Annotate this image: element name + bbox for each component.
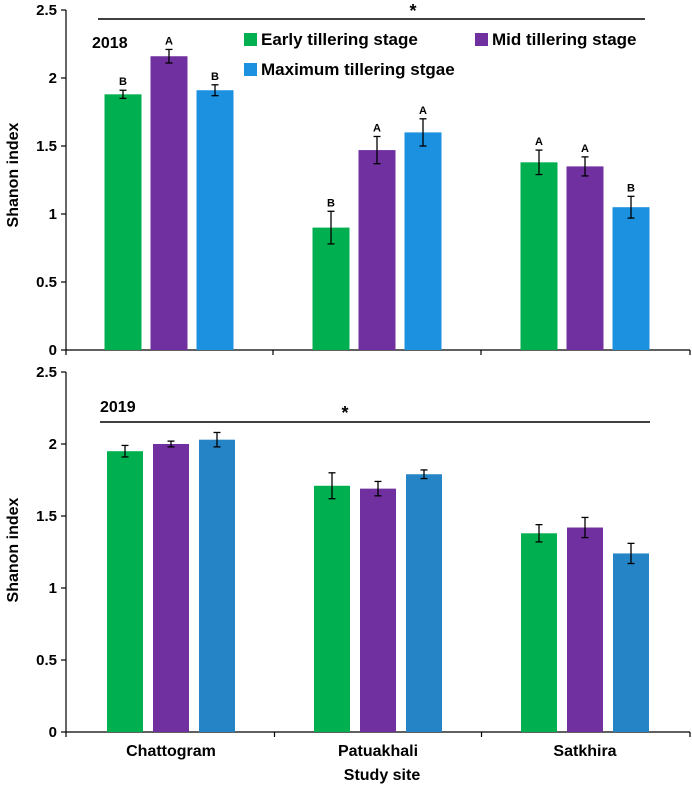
legend-label-max: Maximum tillering stgae — [261, 60, 455, 79]
panel-2019-year-label: 2019 — [100, 399, 136, 416]
panel-2019-y-tick-label: 0 — [49, 724, 57, 741]
panel-2019-y-tick-label: 0.5 — [36, 652, 57, 669]
panel-2019-bar — [153, 444, 189, 732]
panel-2018-significance-letter: A — [581, 143, 589, 155]
panel-2019-y-tick-label: 1.5 — [36, 508, 57, 525]
panel-2019-y-tick-label: 2.5 — [36, 364, 57, 381]
panel-2019-significance-marker: * — [341, 403, 348, 423]
panel-2018-bar — [520, 162, 558, 350]
panel-2018-bar — [104, 94, 142, 350]
panel-2019-bar — [521, 533, 557, 732]
panel-2018-y-tick-label: 2 — [49, 70, 57, 87]
panel-2018-significance-letter: A — [373, 122, 381, 134]
panel-2018-bar — [404, 132, 442, 350]
panel-2018-significance-letter: A — [165, 35, 173, 47]
legend-swatch-mid — [475, 33, 488, 46]
chart-marks: 0 0.5 1 1.5 2 2.5 B B A A A A B A B 0 0.5 1 1.5 2 2.5 Chattog… — [36, 2, 691, 760]
legend: Early tillering stage Mid tillering stag… — [244, 30, 637, 79]
x-category-label: Satkhira — [553, 743, 616, 760]
panel-2019-bar — [567, 527, 603, 732]
panel-2018-significance-letter: B — [627, 182, 635, 194]
panel-2019-bar — [613, 553, 649, 732]
legend-label-mid: Mid tillering stage — [492, 30, 637, 49]
panel-2018-bar — [312, 227, 350, 350]
panel-2018-bar — [612, 207, 650, 350]
panel-2018-y-tick-label: 2.5 — [36, 2, 57, 19]
panel-2018-significance-letter: B — [327, 197, 335, 209]
panel-2019-bar — [199, 439, 235, 732]
x-category-label: Chattogram — [126, 743, 216, 760]
panel-2018-y-tick-label: 1 — [49, 206, 57, 223]
legend-swatch-max — [244, 63, 257, 76]
panel-2018-significance-letter: B — [211, 71, 219, 83]
panel-2018-y-tick-label: 1.5 — [36, 138, 57, 155]
panel-2018-y-tick-label: 0 — [49, 342, 57, 359]
panel-2019-y-axis-title: Shanon index — [5, 497, 22, 602]
panel-2019-bar — [107, 451, 143, 732]
x-axis-title: Study site — [344, 767, 421, 784]
panel-2019-y-tick-label: 2 — [49, 436, 57, 453]
x-category-label: Patuakhali — [338, 743, 418, 760]
panel-2018-y-axis-title: Shanon index — [5, 122, 22, 227]
panel-2018-significance-letter: A — [535, 136, 543, 148]
panel-2018-significance-marker: * — [409, 1, 416, 21]
panel-2018-bar — [358, 150, 396, 350]
legend-swatch-early — [244, 33, 257, 46]
panel-2019-y-tick-label: 1 — [49, 580, 57, 597]
legend-label-early: Early tillering stage — [261, 30, 418, 49]
panel-2018-significance-letter: B — [119, 76, 127, 88]
panel-2018-y-tick-label: 0.5 — [36, 274, 57, 291]
panel-2018-significance-letter: A — [419, 105, 427, 117]
panel-2018-bar — [566, 166, 604, 350]
panel-2019-bar — [314, 485, 350, 732]
panel-2018-bar — [196, 90, 234, 351]
panel-2018-bar — [150, 56, 188, 351]
panel-2019-bar — [360, 488, 396, 732]
panel-2019-bar — [406, 474, 442, 732]
panel-2018-year-label: 2018 — [92, 35, 128, 52]
